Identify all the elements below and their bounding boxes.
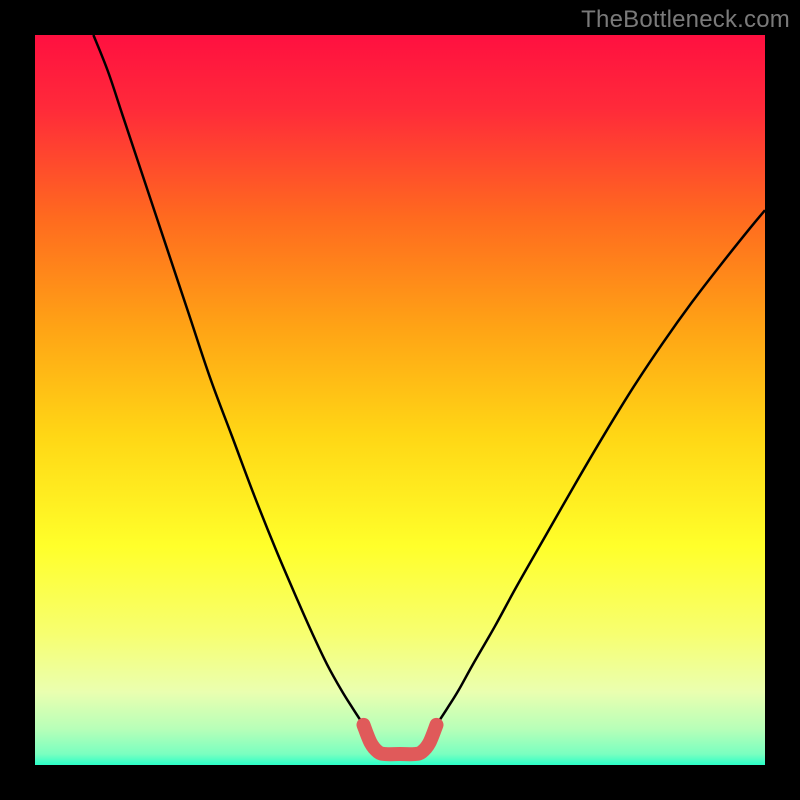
- watermark-text: TheBottleneck.com: [581, 6, 790, 34]
- chart-canvas: TheBottleneck.com: [0, 0, 800, 800]
- plot-area: [35, 35, 765, 765]
- chart-svg: [0, 0, 800, 800]
